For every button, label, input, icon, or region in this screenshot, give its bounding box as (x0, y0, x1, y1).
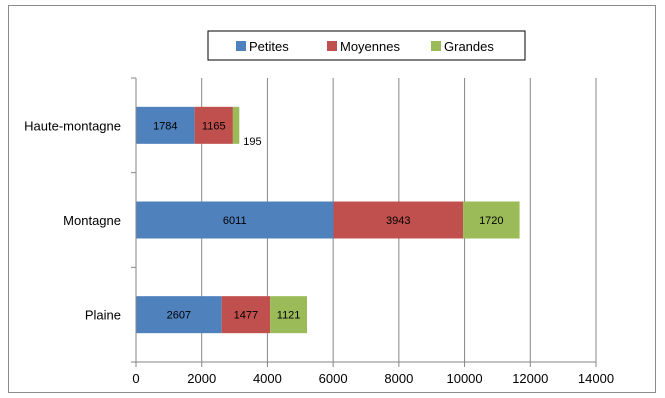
data-label: 1477 (234, 310, 258, 322)
axes: 0 2000 4000 6000 8000 10000 12000 14000 Haute-mo… (24, 77, 614, 386)
bar-segment-grandes (232, 106, 240, 144)
category-label: Montagne (63, 213, 121, 228)
legend-swatch-moyennes (327, 41, 337, 51)
x-tick-label: 8000 (384, 371, 413, 386)
legend-box (207, 30, 526, 61)
category-label: Plaine (85, 308, 121, 323)
data-label: 2607 (167, 310, 191, 322)
x-tick-label: 10000 (446, 371, 482, 386)
bar-segment-petites (136, 106, 195, 144)
category-label: Haute-montagne (24, 118, 121, 133)
data-label: 195 (243, 136, 261, 148)
data-label: 1165 (202, 120, 226, 132)
data-label: 6011 (223, 215, 247, 227)
legend-label-petites: Petites (249, 39, 289, 54)
bars: 1784 1165 195 6011 3943 1720 2607 1477 1121 (136, 106, 520, 334)
bar-segment-moyennes (221, 296, 271, 334)
chart-frame (8, 5, 656, 393)
data-label: 1784 (153, 120, 177, 132)
legend-label-grandes: Grandes (444, 39, 494, 54)
x-tick-label: 0 (132, 371, 139, 386)
bar-segment-moyennes (333, 201, 464, 239)
bar-segment-moyennes (194, 106, 233, 144)
bar-segment-petites (136, 201, 334, 239)
legend: Petites Moyennes Grandes (207, 30, 526, 61)
bar-segment-grandes (270, 296, 308, 334)
data-label: 1121 (277, 310, 301, 322)
x-tick-label: 14000 (578, 371, 614, 386)
x-tick-label: 4000 (253, 371, 282, 386)
bar-segment-grandes (463, 201, 520, 239)
x-tick-label: 2000 (187, 371, 216, 386)
bar-segment-petites (136, 296, 222, 334)
legend-swatch-petites (236, 41, 246, 51)
x-tick-label: 6000 (319, 371, 348, 386)
x-tick-label: 12000 (512, 371, 548, 386)
legend-label-moyennes: Moyennes (340, 39, 400, 54)
data-label: 1720 (479, 215, 503, 227)
data-label: 3943 (386, 215, 410, 227)
legend-swatch-grandes (431, 41, 441, 51)
